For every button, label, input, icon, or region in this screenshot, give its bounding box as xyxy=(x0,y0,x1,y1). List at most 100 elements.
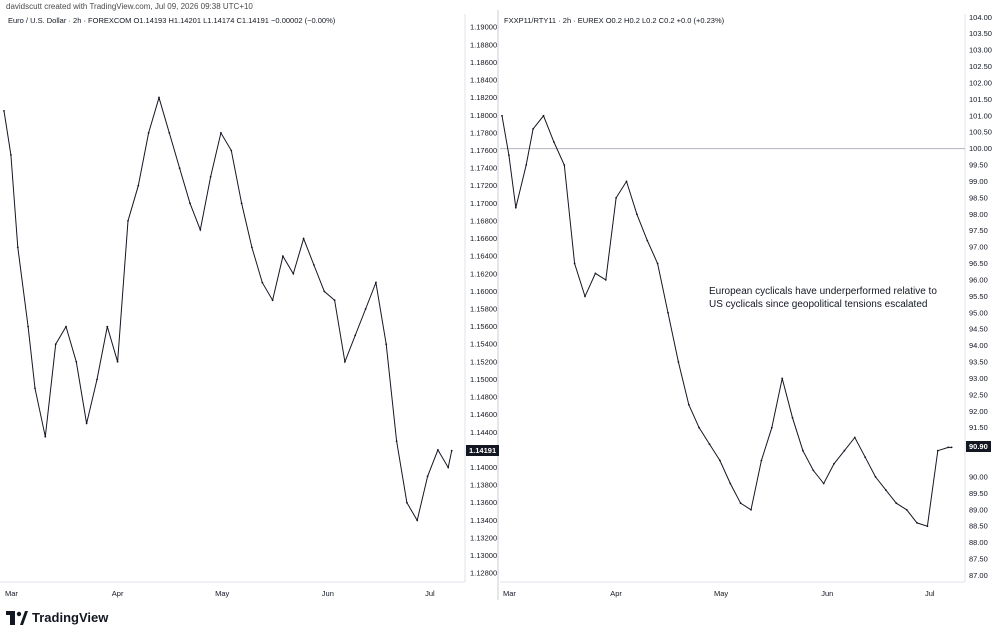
price-tick-label: 1.14000 xyxy=(470,463,497,472)
price-point xyxy=(563,164,566,166)
price-point xyxy=(333,299,336,302)
price-point xyxy=(127,220,129,222)
price-tick-label: 1.13200 xyxy=(470,534,497,543)
price-tick-label: 102.50 xyxy=(969,62,992,71)
price-tick-label: 101.50 xyxy=(969,95,992,104)
right-legend[interactable]: FXXP11/RTY11 · 2h · EUREX O0.2 H0.2 L0.2… xyxy=(504,16,725,25)
price-tick-label: 87.00 xyxy=(969,571,988,580)
price-point xyxy=(106,325,109,328)
price-point xyxy=(729,482,732,485)
time-tick-label: Apr xyxy=(610,589,622,598)
ratio-price-series xyxy=(501,114,953,528)
price-point xyxy=(791,416,794,419)
price-tick-label: 1.16800 xyxy=(470,216,497,225)
price-point xyxy=(874,476,877,478)
price-tick-label: 88.50 xyxy=(969,522,988,531)
price-point xyxy=(65,325,67,328)
right-time-axis[interactable]: Mar Apr May Jun Jul xyxy=(503,589,935,598)
time-tick-label: Jun xyxy=(322,589,334,598)
price-tick-label: 1.15400 xyxy=(470,340,497,349)
time-tick-label: May xyxy=(714,589,728,598)
price-point xyxy=(209,176,212,178)
price-point xyxy=(137,184,140,187)
price-point xyxy=(158,96,160,99)
right-current-price-tag: 90.90 xyxy=(966,441,991,453)
price-point xyxy=(525,164,528,166)
price-point xyxy=(271,299,274,302)
tradingview-branding[interactable]: TradingView xyxy=(6,610,108,625)
price-tick-label: 94.00 xyxy=(969,341,988,350)
price-point xyxy=(770,426,773,429)
price-tick-label: 1.13800 xyxy=(470,481,497,490)
price-point xyxy=(916,522,918,524)
left-legend[interactable]: Euro / U.S. Dollar · 2h · FOREXCOM O1.14… xyxy=(8,16,336,25)
price-tick-label: 1.16200 xyxy=(470,269,497,278)
price-point xyxy=(802,449,804,452)
price-point xyxy=(10,154,12,156)
left-price-axis[interactable]: 1.19000 1.18800 1.18600 1.18400 1.18200 1.180… xyxy=(470,23,497,578)
price-point xyxy=(426,475,429,478)
price-tick-label: 100.50 xyxy=(969,128,992,137)
price-point xyxy=(85,422,88,425)
price-point xyxy=(573,262,576,265)
price-point xyxy=(313,264,315,266)
price-point xyxy=(739,502,742,505)
price-tick-label: 95.50 xyxy=(969,292,988,301)
price-point xyxy=(926,525,929,528)
time-tick-label: Jun xyxy=(821,589,833,598)
price-tick-label: 1.16600 xyxy=(470,234,497,243)
price-tick-label: 1.18200 xyxy=(470,93,497,102)
price-tick-label: 1.17800 xyxy=(470,128,497,137)
price-point xyxy=(75,360,78,363)
price-tick-label: 1.14400 xyxy=(470,428,497,437)
price-point xyxy=(947,446,950,449)
price-point xyxy=(625,180,628,183)
price-tick-label: 1.13000 xyxy=(470,551,497,560)
price-point xyxy=(240,202,243,205)
price-point xyxy=(395,440,398,442)
time-tick-label: Jul xyxy=(925,589,935,598)
price-tick-label: 1.15600 xyxy=(470,322,497,331)
ratio-panel[interactable]: 104.00 103.50 103.00 102.50 102.00 101.50 101.… xyxy=(500,13,992,598)
price-tick-label: 1.17600 xyxy=(470,146,497,155)
price-tick-label: 1.14800 xyxy=(470,393,497,402)
price-point xyxy=(116,360,119,363)
price-tick-label: 1.13400 xyxy=(470,516,497,525)
price-point xyxy=(147,132,150,134)
price-tick-label: 1.17200 xyxy=(470,181,497,190)
tradingview-logo-icon xyxy=(6,610,28,625)
price-point xyxy=(615,197,617,199)
price-point xyxy=(447,466,450,469)
left-current-price-tag: 1.14191 xyxy=(466,444,500,456)
price-point xyxy=(508,154,510,157)
price-tick-label: 100.00 xyxy=(969,144,992,153)
right-price-axis[interactable]: 104.00 103.50 103.00 102.50 102.00 101.50 101.… xyxy=(969,13,992,580)
price-tick-label: 102.00 xyxy=(969,78,992,87)
price-point xyxy=(514,206,517,209)
price-point xyxy=(375,281,377,284)
price-point xyxy=(178,167,181,170)
price-point xyxy=(698,426,700,429)
price-point xyxy=(302,237,305,240)
price-tick-label: 1.17400 xyxy=(470,164,497,173)
price-point xyxy=(450,449,453,452)
price-point xyxy=(501,114,503,117)
chart-annotation[interactable]: European cyclicals have underperformed r… xyxy=(709,286,937,310)
eurusd-price-series xyxy=(3,95,453,522)
price-tick-label: 1.19000 xyxy=(470,23,497,32)
price-tick-label: 1.14600 xyxy=(470,410,497,419)
price-tick-label: 1.15000 xyxy=(470,375,497,384)
price-point xyxy=(677,361,680,363)
price-tick-label: 99.00 xyxy=(969,177,988,186)
left-time-axis[interactable]: Mar Apr May Jun Jul xyxy=(5,589,435,598)
price-point xyxy=(885,489,887,491)
price-point xyxy=(750,508,752,511)
price-point xyxy=(833,462,835,465)
time-tick-label: Mar xyxy=(5,589,18,598)
price-point xyxy=(416,519,419,522)
price-point xyxy=(385,343,388,346)
price-tick-label: 1.16400 xyxy=(470,252,497,261)
eurusd-panel[interactable]: 1.19000 1.18800 1.18600 1.18400 1.18200 1.180… xyxy=(0,14,497,598)
price-point xyxy=(168,132,171,134)
